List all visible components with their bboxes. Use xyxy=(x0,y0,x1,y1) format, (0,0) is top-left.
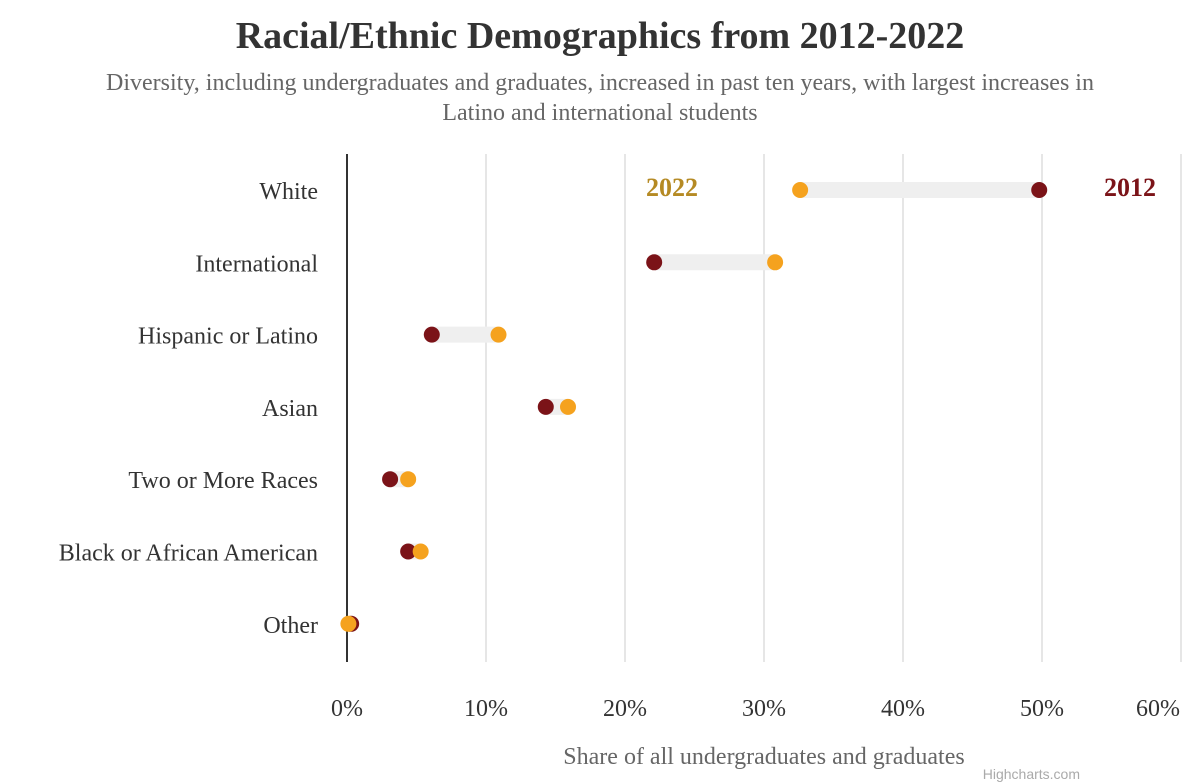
x-tick-label: 40% xyxy=(881,696,925,722)
point-2012[interactable] xyxy=(382,471,399,488)
category-label: Hispanic or Latino xyxy=(138,324,318,350)
category-label: Two or More Races xyxy=(128,468,318,494)
credits-link[interactable]: Highcharts.com xyxy=(982,766,1080,782)
point-2022[interactable] xyxy=(490,326,507,343)
category-label: Black or African American xyxy=(59,541,318,567)
chart-title: Racial/Ethnic Demographics from 2012-202… xyxy=(235,15,965,57)
point-2012[interactable] xyxy=(646,254,663,271)
x-tick-label: 60% xyxy=(1136,696,1180,722)
x-axis-title: Share of all undergraduates and graduate… xyxy=(563,744,964,770)
series-labels: 2022 2012 xyxy=(646,173,1156,202)
point-2012[interactable] xyxy=(1031,182,1048,198)
point-2022[interactable] xyxy=(560,398,577,415)
series-label-2022: 2022 xyxy=(646,173,698,202)
point-2022[interactable] xyxy=(792,182,809,198)
x-tick-label: 10% xyxy=(464,696,508,722)
category-label: International xyxy=(195,251,318,277)
chart-subtitle: Diversity, including undergraduates and … xyxy=(106,70,1094,126)
grid-lines xyxy=(485,154,1182,662)
category-label: White xyxy=(259,179,318,205)
point-2022[interactable] xyxy=(400,471,417,488)
point-2012[interactable] xyxy=(423,326,440,343)
point-2022[interactable] xyxy=(767,254,784,271)
x-tick-label: 30% xyxy=(742,696,786,722)
point-2012[interactable] xyxy=(400,543,417,560)
point-2022[interactable] xyxy=(412,543,429,560)
category-labels: White International Hispanic or Latino Asia… xyxy=(59,179,319,639)
point-2012[interactable] xyxy=(537,398,554,415)
x-tick-label: 50% xyxy=(1020,696,1064,722)
x-tick-labels: 0% 10% 20% 30% 40% 50% 60% xyxy=(331,696,1180,722)
dumbbell-connectors xyxy=(348,182,1040,632)
category-label: Other xyxy=(263,613,318,639)
point-2022[interactable] xyxy=(340,615,357,632)
series-label-2012: 2012 xyxy=(1104,173,1156,202)
x-tick-label: 20% xyxy=(603,696,647,722)
x-tick-label: 0% xyxy=(331,696,363,722)
category-label: Asian xyxy=(262,396,318,422)
data-points xyxy=(340,182,1048,632)
